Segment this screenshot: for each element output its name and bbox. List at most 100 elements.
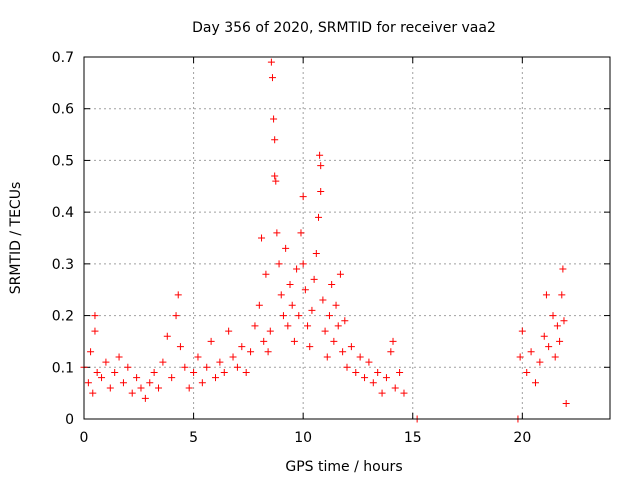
data-point [207, 337, 215, 345]
y-tick-label: 0.4 [52, 205, 74, 221]
data-point [273, 229, 281, 237]
data-point [93, 368, 101, 376]
data-point [361, 374, 369, 382]
data-point [288, 301, 296, 309]
data-point [190, 368, 198, 376]
data-point [168, 374, 176, 382]
data-point [284, 322, 292, 330]
data-point [330, 337, 338, 345]
data-point [91, 327, 99, 335]
data-point [297, 229, 305, 237]
data-point [159, 358, 167, 366]
data-point [258, 234, 266, 242]
data-point [536, 358, 544, 366]
y-tick-label: 0.1 [52, 360, 74, 376]
data-point [128, 389, 136, 397]
data-point [389, 337, 397, 345]
data-point [266, 327, 274, 335]
data-point [87, 348, 95, 356]
data-point [176, 343, 184, 351]
data-point [558, 291, 566, 299]
data-point [267, 58, 275, 66]
data-point [323, 353, 331, 361]
data-point [387, 348, 395, 356]
data-point [549, 312, 557, 320]
data-point [562, 399, 570, 407]
data-point [545, 343, 553, 351]
data-point [542, 291, 550, 299]
data-point [325, 312, 333, 320]
data-point [316, 151, 324, 159]
data-point [317, 187, 325, 195]
data-point [551, 353, 559, 361]
data-point [106, 384, 114, 392]
data-point [155, 384, 163, 392]
data-point [334, 322, 342, 330]
data-point [315, 213, 323, 221]
y-tick-label: 0.5 [52, 153, 74, 169]
data-point [279, 312, 287, 320]
data-point [559, 265, 567, 273]
data-point [124, 363, 132, 371]
data-point [150, 368, 158, 376]
data-point [133, 374, 141, 382]
data-point [400, 389, 408, 397]
data-point [299, 193, 307, 201]
data-point [308, 306, 316, 314]
data-point [111, 368, 119, 376]
data-point [137, 384, 145, 392]
data-point [343, 363, 351, 371]
data-point [98, 374, 106, 382]
data-point [260, 337, 268, 345]
data-point [203, 363, 211, 371]
data-point [369, 379, 377, 387]
data-point [174, 291, 182, 299]
x-tick-label: 5 [189, 430, 198, 446]
y-tick-label: 0.3 [52, 257, 74, 273]
data-point [212, 374, 219, 382]
data-point [286, 281, 294, 289]
data-point [556, 337, 564, 345]
data-point [181, 363, 189, 371]
plot-frame [83, 56, 611, 420]
data-point [185, 384, 193, 392]
data-point [272, 177, 280, 185]
data-point [290, 337, 298, 345]
data-point [163, 332, 171, 340]
data-point [299, 260, 307, 268]
data-point [317, 162, 325, 170]
data-point [141, 394, 149, 402]
data-point [321, 327, 329, 335]
data-point [172, 312, 180, 320]
data-point [271, 136, 279, 144]
x-tick-label: 10 [294, 430, 312, 446]
data-point [396, 368, 404, 376]
data-point [251, 322, 259, 330]
data-point [198, 379, 206, 387]
data-point [146, 379, 154, 387]
grid-lines [84, 57, 610, 419]
data-point [347, 343, 355, 351]
data-point [262, 270, 270, 278]
data-point [255, 301, 263, 309]
x-tick-label: 0 [80, 430, 89, 446]
data-point [339, 348, 347, 356]
x-tick-label: 20 [513, 430, 531, 446]
data-point [518, 327, 526, 335]
data-point [332, 301, 340, 309]
data-point [84, 379, 92, 387]
data-point [247, 348, 255, 356]
data-point [115, 353, 123, 361]
x-axis-label: GPS time / hours [285, 459, 402, 475]
data-point [306, 343, 314, 351]
data-point [391, 384, 399, 392]
data-point [319, 296, 327, 304]
data-point [268, 74, 276, 82]
data-point [89, 389, 97, 397]
data-point [531, 379, 539, 387]
data-point [238, 343, 246, 351]
data-point [382, 374, 390, 382]
data-point [553, 322, 561, 330]
data-point [341, 317, 349, 325]
